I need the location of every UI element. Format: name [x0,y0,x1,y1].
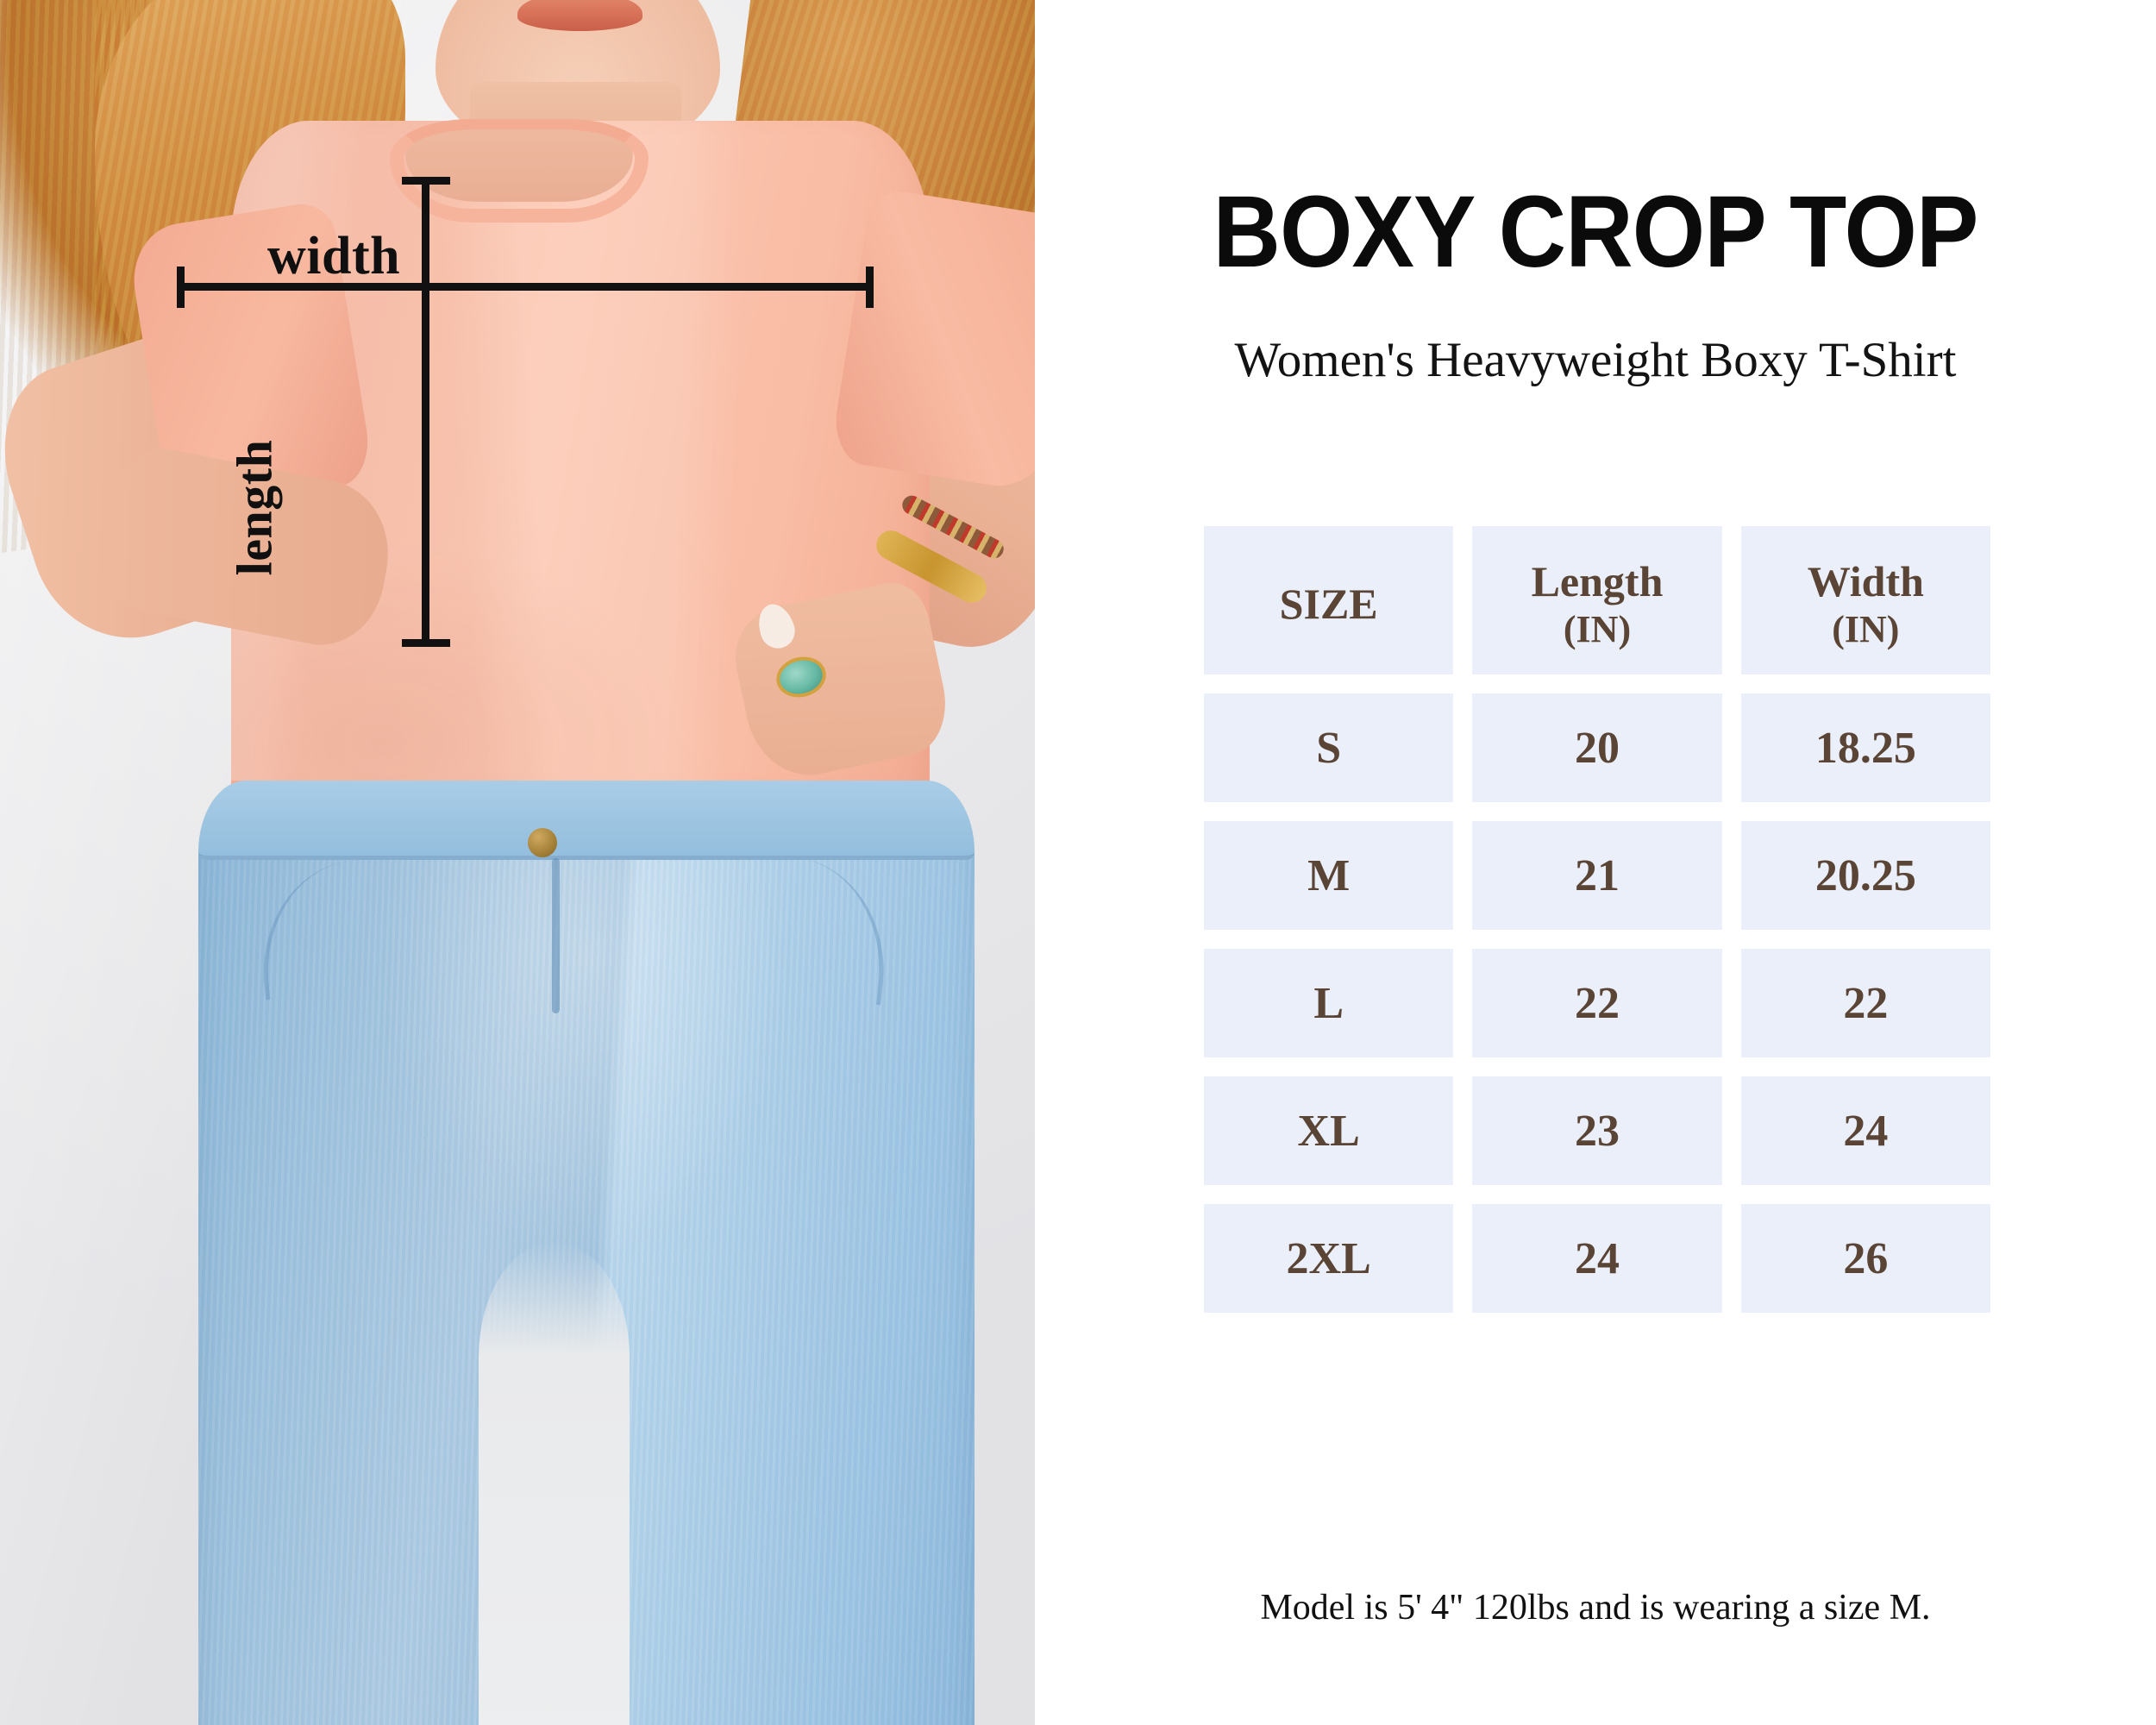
header-label: SIZE [1279,580,1378,628]
jeans-fly [552,858,560,1013]
table-header-width: Width (IN) [1740,526,1990,674]
header-unit: (IN) [1563,607,1632,650]
table-row: 26 [1740,1204,1990,1313]
shirt-collar-inner [405,129,633,202]
table-row: 2XL [1204,1204,1454,1313]
product-photo: width length [0,0,1035,1725]
jeans-waistband [198,781,975,860]
table-row: XL [1204,1076,1454,1185]
table-row: 20 [1472,693,1722,802]
page-title: BOXY CROP TOP [1213,175,1979,289]
table-row: 20.25 [1740,821,1990,930]
table-row: 23 [1472,1076,1722,1185]
model-note: Model is 5' 4" 120lbs and is wearing a s… [1260,1588,1931,1628]
table-row: 24 [1472,1204,1722,1313]
table-row: 21 [1472,821,1722,930]
table-header-size: SIZE [1204,526,1454,674]
table-header-length: Length (IN) [1472,526,1722,674]
table-row: 24 [1740,1076,1990,1185]
table-row: 22 [1740,949,1990,1057]
info-panel: BOXY CROP TOP Women's Heavyweight Boxy T… [1035,0,2156,1725]
page-subtitle: Women's Heavyweight Boxy T-Shirt [1234,333,1957,387]
table-row: 22 [1472,949,1722,1057]
header-label: Width [1807,556,1924,605]
table-row: S [1204,693,1454,802]
table-row: M [1204,821,1454,930]
model-figure [0,0,1035,1725]
table-row: L [1204,949,1454,1057]
header-unit: (IN) [1832,607,1900,650]
header-label: Length [1531,556,1664,605]
table-row: 18.25 [1740,693,1990,802]
model-lips [517,0,642,31]
jeans-button [528,828,557,857]
jeans-leg-gap [479,1242,630,1725]
size-chart-table: SIZE Length (IN) Width (IN) S 20 18.25 M… [1204,526,1990,1313]
